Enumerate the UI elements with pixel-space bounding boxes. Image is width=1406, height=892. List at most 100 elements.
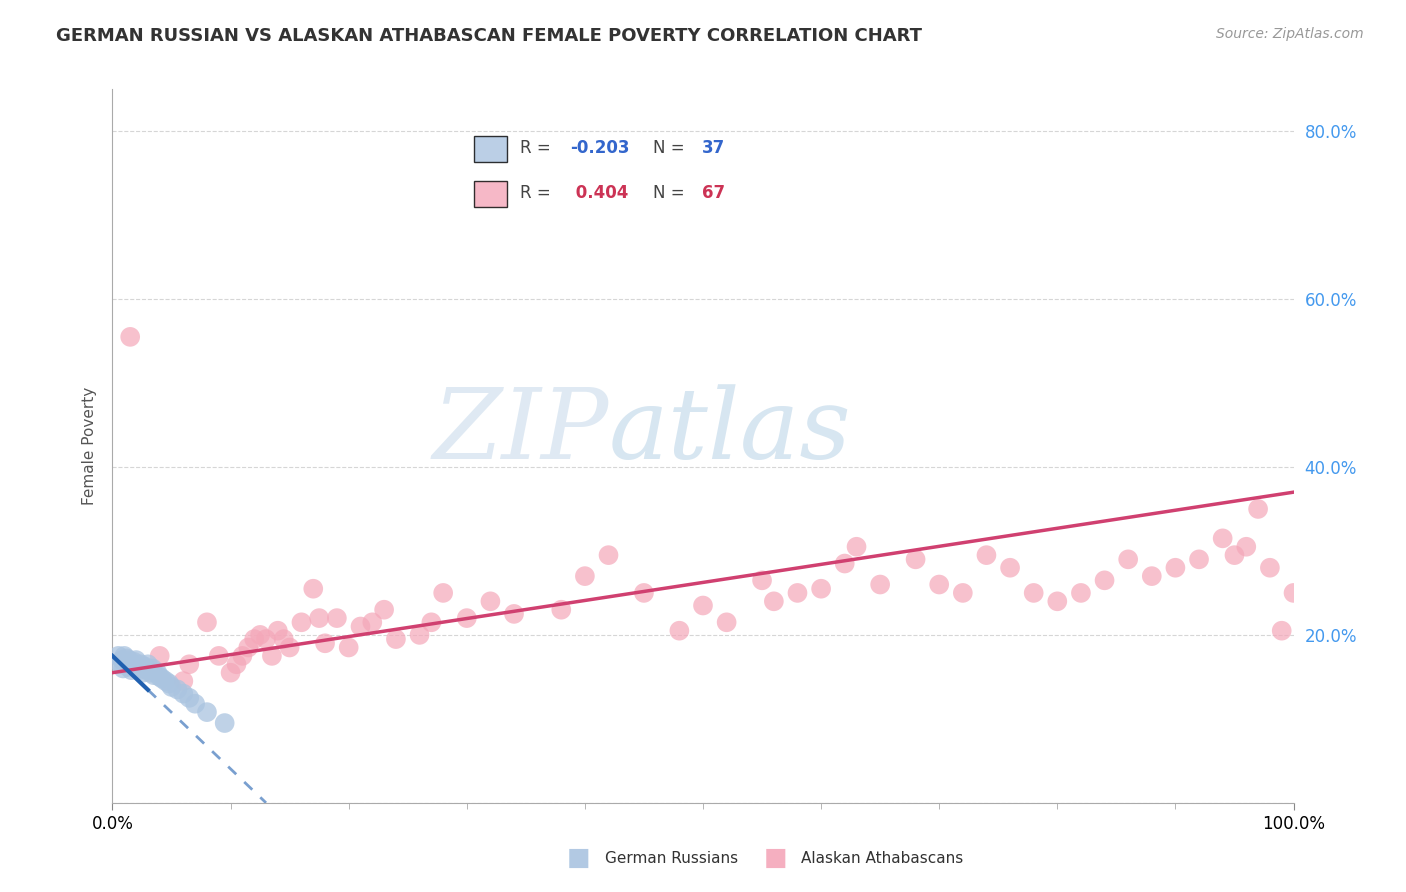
Point xyxy=(117,660,139,674)
Point xyxy=(479,594,502,608)
Point xyxy=(373,603,395,617)
Point xyxy=(112,648,135,663)
Point xyxy=(155,674,177,689)
Point xyxy=(1140,569,1163,583)
Y-axis label: Female Poverty: Female Poverty xyxy=(82,387,97,505)
Point xyxy=(112,655,135,669)
Point xyxy=(238,640,260,655)
Point xyxy=(127,660,149,674)
Point xyxy=(308,611,330,625)
Point xyxy=(129,657,152,672)
Point xyxy=(1070,586,1092,600)
Text: 0.404: 0.404 xyxy=(569,184,628,202)
Text: ZIP: ZIP xyxy=(432,384,609,479)
Text: R =: R = xyxy=(520,184,557,202)
Text: German Russians: German Russians xyxy=(605,851,738,865)
Point xyxy=(142,661,165,675)
Point xyxy=(146,665,169,680)
Point xyxy=(1212,532,1234,546)
Point xyxy=(125,653,148,667)
Point xyxy=(112,661,135,675)
Point xyxy=(249,628,271,642)
Point xyxy=(928,577,950,591)
Point xyxy=(136,657,159,672)
Text: 37: 37 xyxy=(702,139,725,157)
Point xyxy=(845,540,868,554)
Point xyxy=(125,661,148,675)
Text: 67: 67 xyxy=(702,184,725,202)
Point xyxy=(1164,560,1187,574)
Point xyxy=(157,676,180,690)
Point xyxy=(668,624,690,638)
Point xyxy=(810,582,832,596)
Point xyxy=(432,586,454,600)
Point xyxy=(550,603,572,617)
Point xyxy=(1022,586,1045,600)
Point xyxy=(904,552,927,566)
Text: N =: N = xyxy=(652,184,689,202)
Point xyxy=(869,577,891,591)
Point xyxy=(762,594,785,608)
Point xyxy=(998,560,1021,574)
FancyBboxPatch shape xyxy=(474,136,508,162)
Point xyxy=(1116,552,1139,566)
Point xyxy=(633,586,655,600)
Point xyxy=(1258,560,1281,574)
Point xyxy=(952,586,974,600)
Point xyxy=(115,651,138,665)
Point xyxy=(260,648,283,663)
Point xyxy=(243,632,266,646)
Point xyxy=(225,657,247,672)
Point xyxy=(128,663,150,677)
Point xyxy=(172,674,194,689)
Text: -0.203: -0.203 xyxy=(569,139,630,157)
Point xyxy=(139,665,162,680)
Point xyxy=(1234,540,1257,554)
Point xyxy=(208,648,231,663)
Point xyxy=(1247,502,1270,516)
Point xyxy=(149,670,172,684)
Text: Alaskan Athabascans: Alaskan Athabascans xyxy=(801,851,963,865)
Point xyxy=(142,668,165,682)
Point xyxy=(314,636,336,650)
Point xyxy=(1094,574,1116,588)
Point xyxy=(195,615,218,630)
Point xyxy=(385,632,408,646)
Point xyxy=(716,615,738,630)
Point xyxy=(1282,586,1305,600)
Text: Source: ZipAtlas.com: Source: ZipAtlas.com xyxy=(1216,27,1364,41)
Point xyxy=(273,632,295,646)
Text: ■: ■ xyxy=(567,847,591,870)
Point xyxy=(184,697,207,711)
Point xyxy=(302,582,325,596)
Point xyxy=(120,663,142,677)
Text: atlas: atlas xyxy=(609,384,851,479)
Text: GERMAN RUSSIAN VS ALASKAN ATHABASCAN FEMALE POVERTY CORRELATION CHART: GERMAN RUSSIAN VS ALASKAN ATHABASCAN FEM… xyxy=(56,27,922,45)
Point xyxy=(219,665,242,680)
Point xyxy=(179,690,201,705)
Point xyxy=(149,648,172,663)
Point xyxy=(254,632,277,646)
Point xyxy=(120,330,142,344)
Point xyxy=(290,615,312,630)
Point xyxy=(1046,594,1069,608)
Point xyxy=(326,611,349,625)
Point xyxy=(267,624,290,638)
Text: N =: N = xyxy=(652,139,689,157)
Point xyxy=(786,586,808,600)
Point xyxy=(172,687,194,701)
Point xyxy=(131,661,153,675)
Point xyxy=(456,611,478,625)
Point xyxy=(231,648,253,663)
Point xyxy=(834,557,856,571)
Point xyxy=(692,599,714,613)
Point xyxy=(976,548,998,562)
Text: R =: R = xyxy=(520,139,557,157)
Text: ■: ■ xyxy=(763,847,787,870)
Point xyxy=(1271,624,1294,638)
Point xyxy=(166,682,188,697)
Point xyxy=(110,657,132,672)
Point xyxy=(420,615,443,630)
Point xyxy=(160,680,183,694)
Point xyxy=(122,655,145,669)
